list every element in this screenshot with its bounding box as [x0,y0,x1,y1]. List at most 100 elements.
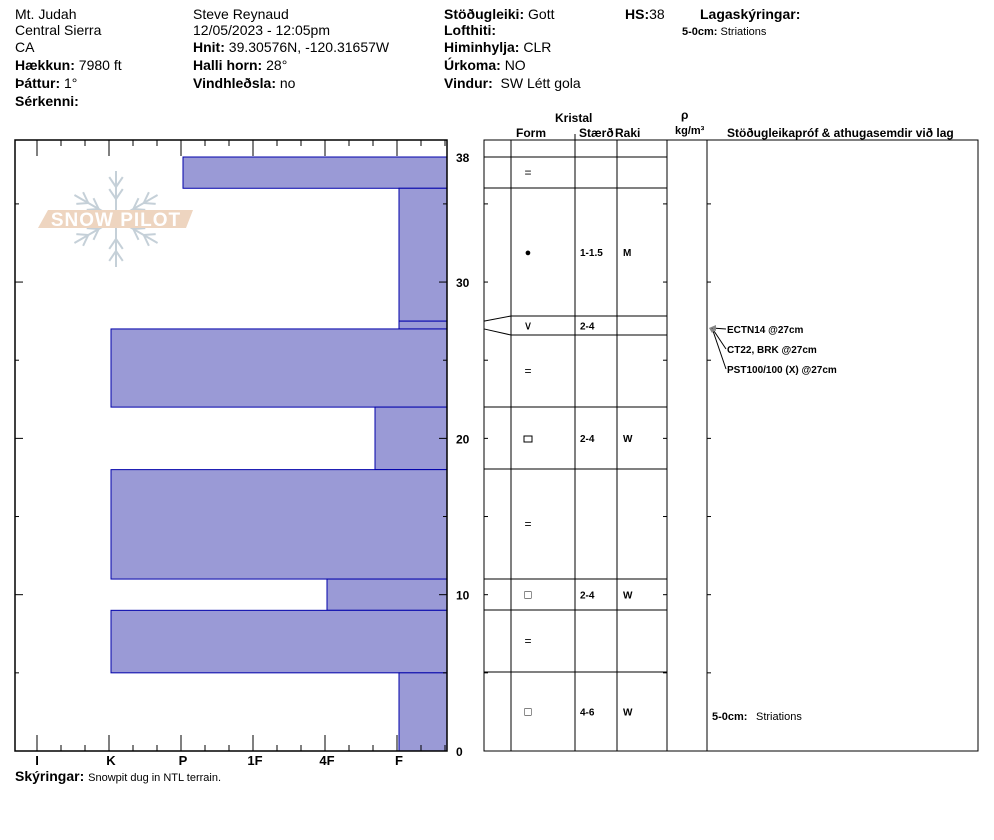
grain-form-icon: ● [525,247,532,259]
airtemp: Lofthiti: [444,22,496,38]
aspect-value: 1° [64,75,78,91]
hardness-bars [110,156,448,752]
layer-notes-label: Lagaskýringar: [700,6,801,22]
grain-size: 2-4 [580,434,595,445]
layer-connector [483,328,512,336]
snowflake-branch [76,202,89,205]
grain-size: 2-4 [580,322,595,333]
state: CA [15,39,35,55]
hardness-bar [398,672,448,752]
grain-size: 4-6 [580,708,595,719]
rho-header: ρ [681,108,689,122]
x-tick-label: P [179,753,188,768]
snowflake-branch [115,176,124,188]
x-tick-label: 4F [319,753,334,768]
stability: Stöðugleiki: Gott [444,6,554,22]
form-header: Form [516,126,546,140]
grain-form-icon: ∨ [524,319,533,333]
coords: Hnit: 39.30576N, -120.31657W [193,39,389,55]
snowpilot-logo: SNOW PILOT [38,171,193,267]
sky: Himinhylja: CLR [444,39,551,55]
hardness-bar [110,328,448,408]
precip: Úrkoma: NO [444,57,526,73]
notes-text: Snowpit dug in NTL terrain. [88,772,222,784]
chart-axes: I K P 1F 4F F 0 10 20 30 38 [14,139,711,768]
aspect: Þáttur: 1° [15,75,77,91]
density-unit-header: kg/m³ [675,125,705,137]
layer-notes-title: Lagaskýringar: [700,6,800,22]
snowflake-branch [132,197,140,210]
grain-size: 1-1.5 [580,248,603,259]
snowflake-branch [86,208,99,211]
layer-table: = ● 1-1.5 M ∨ 2-4 = 2-4 W = □ 2-4 W = □ 4-6 W [483,134,979,752]
y-tick-label: 0 [456,745,463,759]
x-tick-label: I [35,753,39,768]
test-arrow-line [711,327,727,350]
grain-size: 2-4 [580,591,595,602]
stability-test: PST100/100 (X) @27cm [727,365,837,376]
coords-label: Hnit: [193,39,225,55]
slope-value: 28° [266,57,288,73]
arrow-icon [709,328,716,333]
snowflake-branch [142,191,150,204]
hardness-bar [398,187,448,322]
hardness-bar [110,469,448,580]
y-tick-label: 10 [456,589,470,603]
wind-label: Vindur: [444,75,493,91]
moisture: W [623,708,633,719]
elevation-label: Hækkun: [15,57,75,73]
hardness-bar [182,156,448,189]
layer-note: 5-0cm: Striations [682,24,766,40]
snowflake-branch [92,197,100,210]
notes: Skýringar: Snowpit dug in NTL terrain. [15,768,221,786]
size-header: Stærð [579,126,614,140]
y-tick-label: 38 [456,151,470,165]
observer: Steve Reynaud [193,6,289,22]
hardness-bar [326,578,448,611]
grain-form-icon: □ [524,588,531,602]
hs: HS:38 [625,6,665,22]
grain-form-icon: = [524,517,531,531]
moisture: W [623,434,633,445]
range: Central Sierra [15,22,102,38]
snowflake-branch [76,233,89,236]
test-arrow-line [711,327,727,370]
stability-test: CT22, BRK @27cm [727,345,817,356]
features-label: Sérkenni: [15,93,79,109]
chart-frame [14,139,448,752]
snowflake-branch [92,228,100,241]
snowflake-branch [108,250,117,262]
layer-comment-range: 5-0cm: [712,711,747,723]
windload: Vindhleðsla: no [193,75,295,91]
snowflake-branch [82,234,90,247]
table-frame [483,139,979,752]
snowflake-branch [115,238,124,250]
windload-label: Vindhleðsla: [193,75,276,91]
datetime: 12/05/2023 - 12:05pm [193,22,330,38]
grain-form-icon: = [524,364,531,378]
layer-note-range: 5-0cm: [682,26,718,38]
snowflake-branch [115,250,124,262]
snowflake-branch [82,191,90,204]
slope: Halli horn: 28° [193,57,287,73]
snowflake-branch [142,234,150,247]
moisture: M [623,248,631,259]
logo-text: SNOW PILOT [51,210,181,231]
snowflake-branch [86,227,99,230]
sky-value: CLR [523,39,552,55]
x-tick-label: F [395,753,403,768]
elevation: Hækkun: 7980 ft [15,57,122,73]
snowflake-branch [108,176,117,188]
windload-value: no [279,75,296,91]
coords-value: 39.30576N, -120.31657W [228,39,390,55]
stability-test: ECTN14 @27cm [727,325,804,336]
hs-value: 38 [649,6,665,22]
snowflake-branch [133,208,146,211]
hardness-bar [110,609,448,674]
x-tick-label: 1F [247,753,262,768]
layer-comment-text: Striations [756,711,802,723]
snowflake-branch [132,228,140,241]
layer-note-text: Striations [720,26,767,38]
snowflake-branch [143,202,156,205]
